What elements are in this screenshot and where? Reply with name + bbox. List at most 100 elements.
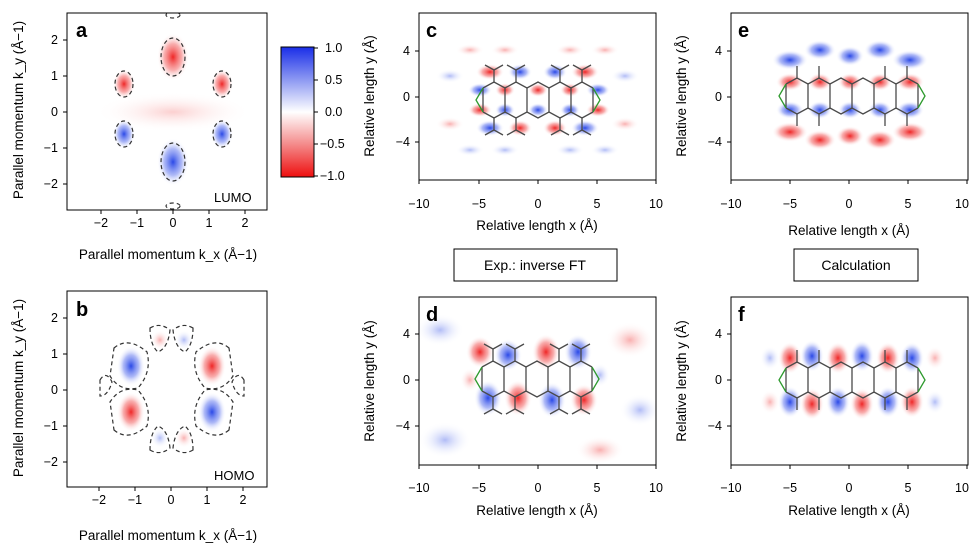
svg-text:0: 0 bbox=[168, 493, 175, 507]
panel-f-xlabel: Relative length x (Å) bbox=[788, 503, 910, 518]
svg-text:0: 0 bbox=[846, 197, 853, 211]
panel-d-ylabel: Relative length y (Å) bbox=[362, 320, 377, 442]
svg-text:−2: −2 bbox=[92, 493, 106, 507]
molecule-c bbox=[475, 64, 601, 136]
svg-text:0: 0 bbox=[715, 90, 722, 104]
panel-a-map bbox=[95, 13, 251, 210]
svg-text:−4: −4 bbox=[396, 135, 410, 149]
panel-b-ylabel: Parallel momentum k_y (Å−1) bbox=[11, 299, 26, 477]
svg-text:0.5: 0.5 bbox=[325, 73, 342, 87]
panel-f-letter: f bbox=[738, 304, 745, 326]
svg-text:−1: −1 bbox=[44, 141, 58, 155]
svg-text:−4: −4 bbox=[396, 419, 410, 433]
panel-e-xticks: −10 −5 0 5 10 bbox=[720, 180, 969, 211]
svg-text:−1.0: −1.0 bbox=[320, 169, 345, 183]
svg-text:1: 1 bbox=[51, 347, 58, 361]
panel-a-xticks: −2 −1 0 1 2 bbox=[94, 210, 249, 230]
svg-text:−4: −4 bbox=[708, 419, 722, 433]
panel-f-ylabel: Relative length y (Å) bbox=[674, 320, 689, 442]
svg-text:0: 0 bbox=[535, 481, 542, 495]
panel-c-xticks: −10 −5 0 5 10 bbox=[408, 180, 663, 211]
svg-text:10: 10 bbox=[649, 481, 663, 495]
panel-c-ylabel: Relative length y (Å) bbox=[362, 35, 377, 157]
contour-lines bbox=[114, 13, 232, 210]
svg-text:−5: −5 bbox=[472, 481, 486, 495]
panel-f-xticks: −10 −5 0 5 10 bbox=[720, 465, 969, 495]
panel-e-yticks: 4 0 −4 bbox=[708, 44, 731, 149]
contour-lines bbox=[99, 324, 245, 454]
svg-text:0: 0 bbox=[51, 383, 58, 397]
svg-text:5: 5 bbox=[905, 481, 912, 495]
svg-text:−2: −2 bbox=[44, 455, 58, 469]
molecule-f bbox=[778, 350, 926, 410]
panel-a-yticks: 2 1 0 −1 −2 bbox=[44, 33, 67, 191]
svg-text:10: 10 bbox=[955, 481, 969, 495]
panel-d-xticks: −10 −5 0 5 10 bbox=[408, 465, 663, 495]
svg-text:1.0: 1.0 bbox=[325, 41, 342, 55]
panel-f: f −10 −5 0 5 10 4 0 −4 Relative length x… bbox=[674, 296, 969, 518]
panel-a-tag: LUMO bbox=[214, 190, 252, 205]
panel-b-tag: HOMO bbox=[214, 468, 254, 483]
lobes-c bbox=[436, 44, 639, 156]
svg-text:−10: −10 bbox=[408, 481, 429, 495]
panel-b-xticks: −2 −1 0 1 2 bbox=[92, 487, 247, 507]
svg-text:1: 1 bbox=[206, 216, 213, 230]
panel-c-map bbox=[436, 44, 639, 156]
svg-text:−5: −5 bbox=[783, 197, 797, 211]
panel-e-ylabel: Relative length y (Å) bbox=[674, 35, 689, 157]
svg-text:2: 2 bbox=[51, 311, 58, 325]
svg-text:−0.5: −0.5 bbox=[320, 137, 345, 151]
svg-text:4: 4 bbox=[403, 327, 410, 341]
svg-text:2: 2 bbox=[51, 33, 58, 47]
lumo-lobe-bottom bbox=[157, 138, 189, 186]
calculation-box: Calculation bbox=[793, 248, 919, 282]
svg-text:−1: −1 bbox=[130, 216, 144, 230]
panel-e-xlabel: Relative length x (Å) bbox=[788, 223, 910, 238]
panel-d-yticks: 4 0 −4 bbox=[396, 327, 419, 433]
panel-c-yticks: 4 0 −4 bbox=[396, 44, 419, 149]
panel-a-ylabel: Parallel momentum k_y (Å−1) bbox=[11, 21, 26, 199]
svg-text:−5: −5 bbox=[472, 197, 486, 211]
molecule-e bbox=[778, 66, 926, 126]
panel-b: b HOMO −2 −1 0 1 2 2 1 0 −1 −2 Parallel … bbox=[11, 290, 268, 543]
svg-text:0: 0 bbox=[535, 197, 542, 211]
panel-d-xlabel: Relative length x (Å) bbox=[476, 503, 598, 518]
panel-c: c −10 −5 0 5 10 4 0 −4 Relative length x… bbox=[362, 12, 663, 233]
svg-text:2: 2 bbox=[242, 216, 249, 230]
panel-d: d −10 −5 0 5 10 4 0 −4 Relative length x… bbox=[362, 296, 663, 518]
experiment-label: Exp.: inverse FT bbox=[484, 257, 586, 273]
svg-text:−4: −4 bbox=[708, 135, 722, 149]
panel-b-map bbox=[99, 324, 245, 454]
svg-text:4: 4 bbox=[715, 44, 722, 58]
panel-c-xlabel: Relative length x (Å) bbox=[476, 218, 598, 233]
svg-text:0: 0 bbox=[403, 90, 410, 104]
svg-text:4: 4 bbox=[403, 44, 410, 58]
svg-text:4: 4 bbox=[715, 327, 722, 341]
svg-text:−1: −1 bbox=[128, 493, 142, 507]
panel-e-letter: e bbox=[738, 20, 749, 42]
colorbar-ticks: 1.0 0.5 0.0 −0.5 −1.0 bbox=[314, 41, 345, 183]
panel-a-xlabel: Parallel momentum k_x (Å−1) bbox=[79, 247, 257, 262]
svg-text:0: 0 bbox=[846, 481, 853, 495]
svg-text:5: 5 bbox=[594, 197, 601, 211]
svg-text:−10: −10 bbox=[720, 481, 741, 495]
svg-text:−5: −5 bbox=[783, 481, 797, 495]
panel-f-yticks: 4 0 −4 bbox=[708, 327, 731, 433]
panel-b-xlabel: Parallel momentum k_x (Å−1) bbox=[79, 528, 257, 543]
panel-a: a LUMO −2 −1 0 1 2 2 1 0 −1 −2 Parallel … bbox=[11, 12, 268, 262]
panel-d-letter: d bbox=[426, 304, 438, 326]
panel-e-map bbox=[772, 40, 928, 150]
panel-f-map bbox=[760, 340, 945, 420]
svg-text:0.0: 0.0 bbox=[325, 105, 342, 119]
panel-a-letter: a bbox=[76, 20, 88, 42]
svg-text:10: 10 bbox=[955, 197, 969, 211]
panel-c-letter: c bbox=[426, 20, 437, 42]
svg-text:−1: −1 bbox=[44, 419, 58, 433]
panel-e: e −10 −5 0 5 10 4 0 −4 Relative length x… bbox=[674, 12, 969, 238]
svg-text:0: 0 bbox=[715, 373, 722, 387]
calculation-label: Calculation bbox=[821, 257, 890, 273]
svg-text:1: 1 bbox=[204, 493, 211, 507]
svg-text:0: 0 bbox=[51, 105, 58, 119]
colorbar: 1.0 0.5 0.0 −0.5 −1.0 bbox=[280, 41, 345, 183]
